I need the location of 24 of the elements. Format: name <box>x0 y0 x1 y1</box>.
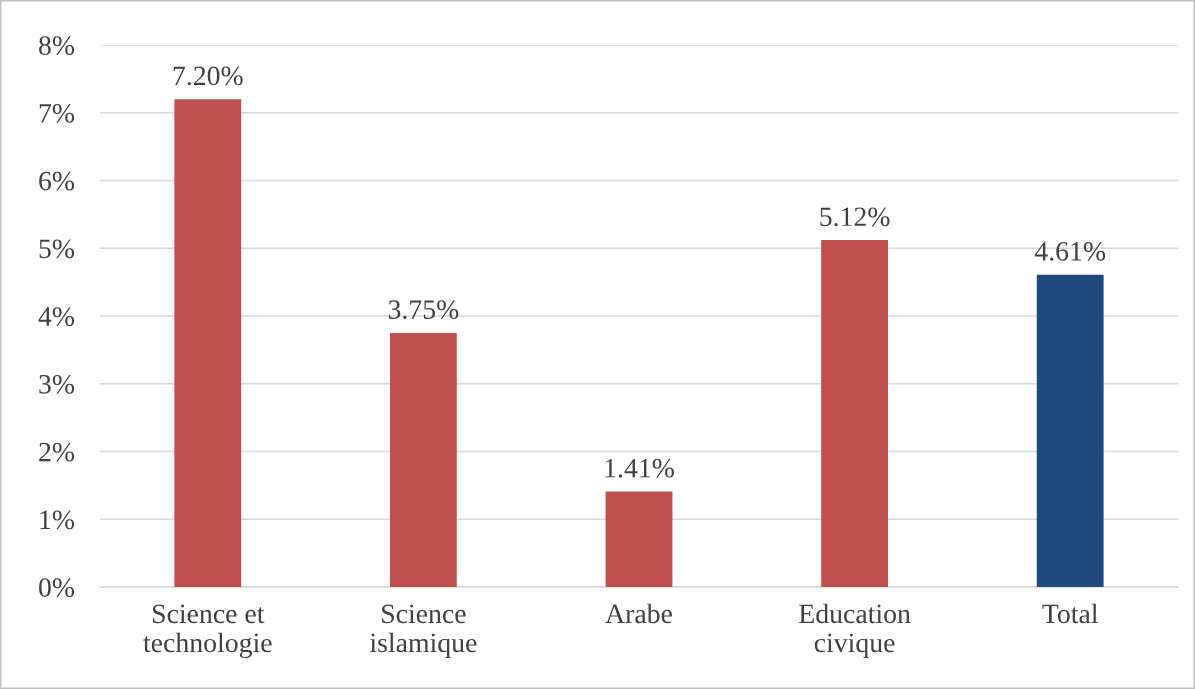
x-tick-label: Arabe <box>605 603 672 624</box>
data-label: 5.12% <box>820 207 890 227</box>
y-tick-label: 0% <box>39 578 75 597</box>
data-label: 1.41% <box>605 458 674 478</box>
y-tick-label: 3% <box>39 374 75 394</box>
bar <box>174 99 242 587</box>
y-tick-label: 6% <box>39 171 75 191</box>
x-tick-label: Total <box>1042 603 1098 624</box>
data-label: 7.20% <box>173 66 243 86</box>
x-tick-label: Science et technologie <box>143 604 272 658</box>
bar <box>821 240 889 587</box>
y-tick-label: 1% <box>40 510 75 530</box>
bar <box>1036 274 1104 587</box>
y-tick-label: 7% <box>39 103 75 123</box>
x-tick-label: Education civique <box>799 603 911 658</box>
data-label: 4.61% <box>1034 241 1106 261</box>
data-label: 3.75% <box>388 300 459 320</box>
y-tick-label: 5% <box>39 239 75 259</box>
y-tick-label: 8% <box>39 36 75 55</box>
bar <box>389 332 457 587</box>
y-tick-label: 2% <box>39 442 75 462</box>
y-tick-label: 4% <box>38 307 75 326</box>
x-tick-label: Science islamique <box>369 604 477 658</box>
bar <box>605 491 673 587</box>
